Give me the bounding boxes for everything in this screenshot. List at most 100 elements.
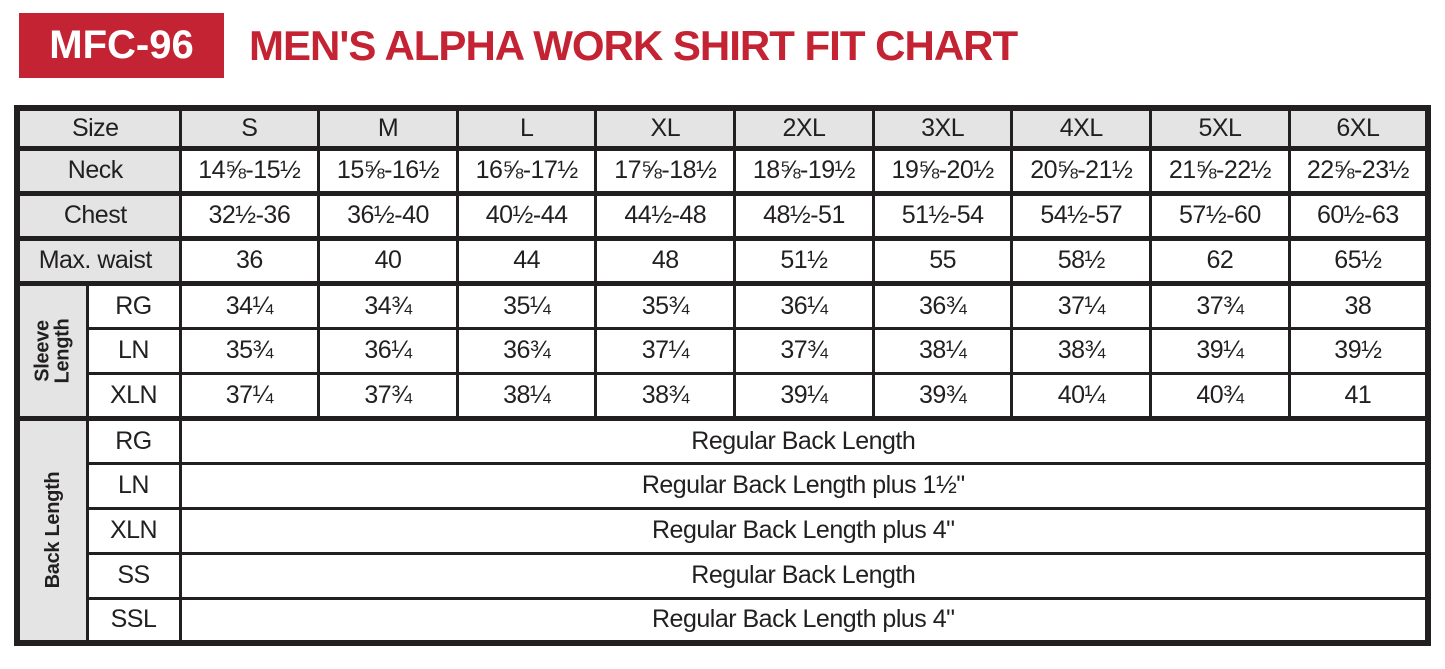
sleeve-ln-value: 35¾ <box>178 326 321 375</box>
sleeve-rg-value: 36¾ <box>871 280 1014 330</box>
back-xln-row: XLN Regular Back Length plus 4" <box>17 506 1430 555</box>
chest-row-label: Chest <box>15 190 182 240</box>
back-ln-row: LN Regular Back Length plus 1½" <box>17 461 1430 510</box>
sleeve-ln-value: 39¼ <box>1149 326 1291 375</box>
sleeve-xln-value: 37¼ <box>178 371 321 420</box>
neck-value: 19⅝-20½ <box>871 145 1014 195</box>
sleeve-ln-row: LN 35¾ 36¼ 36¾ 37¼ 37¾ 38¼ 38¾ 39¼ 39½ <box>17 326 1430 375</box>
chest-row: Chest 32½-36 36½-40 40½-44 44½-48 48½-51… <box>15 190 1430 240</box>
back-length-rotated-text: Back Length <box>41 471 64 589</box>
chest-value: 40½-44 <box>455 190 598 240</box>
sleeve-rg-value: 37¾ <box>1149 280 1291 330</box>
chest-value: 32½-36 <box>178 190 321 240</box>
max-waist-value: 58½ <box>1010 235 1153 285</box>
size-col-header: S <box>178 106 321 150</box>
chest-value: 51½-54 <box>871 190 1014 240</box>
sleeve-rg-value: 35¼ <box>455 280 598 330</box>
chest-value: 54½-57 <box>1010 190 1153 240</box>
neck-value: 18⅝-19½ <box>733 145 875 195</box>
size-col-header: L <box>455 106 598 150</box>
max-waist-row: Max. waist 36 40 44 48 51½ 55 58½ 62 65½ <box>15 235 1430 285</box>
chest-value: 44½-48 <box>594 190 737 240</box>
back-ssl-row: SSL Regular Back Length plus 4" <box>17 596 1430 645</box>
sleeve-xln-value: 39¼ <box>733 371 875 420</box>
size-col-header: 2XL <box>733 106 875 150</box>
max-waist-value: 65½ <box>1287 235 1430 285</box>
product-code-badge: MFC-96 <box>19 13 224 78</box>
sleeve-length-group-label: Sleeve Length <box>15 280 89 420</box>
chest-value: 48½-51 <box>733 190 875 240</box>
chest-value: 36½-40 <box>317 190 459 240</box>
sleeve-rg-value: 34¾ <box>317 280 459 330</box>
max-waist-row-label: Max. waist <box>15 235 182 285</box>
sleeve-ln-label: LN <box>85 326 182 375</box>
sleeve-xln-value: 40¾ <box>1149 371 1291 420</box>
max-waist-value: 48 <box>594 235 737 285</box>
back-ss-row: SS Regular Back Length <box>17 551 1430 600</box>
size-header-row: Size S M L XL 2XL 3XL 4XL 5XL 6XL <box>15 106 1430 150</box>
sleeve-xln-value: 40¼ <box>1010 371 1153 420</box>
sleeve-ln-value: 38¾ <box>1010 326 1153 375</box>
sleeve-rg-value: 36¼ <box>733 280 875 330</box>
neck-value: 15⅝-16½ <box>317 145 459 195</box>
sleeve-ln-value: 37¾ <box>733 326 875 375</box>
max-waist-value: 51½ <box>733 235 875 285</box>
neck-value: 22⅝-23½ <box>1287 145 1430 195</box>
neck-value: 21⅝-22½ <box>1149 145 1291 195</box>
sleeve-xln-value: 38¼ <box>455 371 598 420</box>
max-waist-value: 36 <box>178 235 321 285</box>
sleeve-ln-value: 36¾ <box>455 326 598 375</box>
sleeve-rg-value: 34¼ <box>178 280 321 330</box>
back-xln-label: XLN <box>85 506 182 555</box>
sleeve-rg-value: 38 <box>1287 280 1430 330</box>
max-waist-value: 55 <box>871 235 1014 285</box>
sleeve-rg-label: RG <box>85 280 182 330</box>
back-ln-label: LN <box>85 461 182 510</box>
max-waist-value: 44 <box>455 235 598 285</box>
back-ssl-label: SSL <box>85 596 182 645</box>
sleeve-rg-row: Sleeve Length RG 34¼ 34¾ 35¼ 35¾ 36¼ 36¾… <box>15 280 1430 420</box>
neck-value: 17⅝-18½ <box>594 145 737 195</box>
back-ln-value: Regular Back Length plus 1½" <box>178 461 1430 510</box>
sleeve-ln-value: 36¼ <box>317 326 459 375</box>
neck-row: Neck 14⅝-15½ 15⅝-16½ 16⅝-17½ 17⅝-18½ 18⅝… <box>15 145 1430 195</box>
sleeve-xln-label: XLN <box>85 371 182 420</box>
max-waist-value: 62 <box>1149 235 1291 285</box>
back-rg-row: Back Length RG Regular Back Length <box>15 415 1430 645</box>
neck-value: 14⅝-15½ <box>178 145 321 195</box>
sleeve-rg-value: 37¼ <box>1010 280 1153 330</box>
size-col-header: M <box>317 106 459 150</box>
sleeve-rg-value: 35¾ <box>594 280 737 330</box>
size-col-header: 6XL <box>1287 106 1430 150</box>
size-col-header: 5XL <box>1149 106 1291 150</box>
sleeve-xln-row: XLN 37¼ 37¾ 38¼ 38¾ 39¼ 39¾ 40¼ 40¾ 41 <box>17 371 1430 420</box>
chest-value: 60½-63 <box>1287 190 1430 240</box>
back-ss-value: Regular Back Length <box>178 551 1430 600</box>
back-rg-label: RG <box>85 415 182 465</box>
neck-value: 20⅝-21½ <box>1010 145 1153 195</box>
sleeve-ln-value: 37¼ <box>594 326 737 375</box>
chest-value: 57½-60 <box>1149 190 1291 240</box>
max-waist-value: 40 <box>317 235 459 285</box>
sleeve-xln-value: 37¾ <box>317 371 459 420</box>
back-ss-label: SS <box>85 551 182 600</box>
fit-chart-table: Size S M L XL 2XL 3XL 4XL 5XL 6XL Neck 1… <box>14 105 1431 646</box>
size-row-label: Size <box>15 106 182 150</box>
size-col-header: 3XL <box>871 106 1014 150</box>
back-ssl-value: Regular Back Length plus 4" <box>178 596 1430 645</box>
back-rg-value: Regular Back Length <box>178 415 1430 465</box>
page-title: MEN'S ALPHA WORK SHIRT FIT CHART <box>249 22 1018 69</box>
back-length-group-label: Back Length <box>15 415 89 645</box>
product-code-text: MFC-96 <box>49 23 194 67</box>
size-col-header: XL <box>594 106 737 150</box>
back-xln-value: Regular Back Length plus 4" <box>178 506 1430 555</box>
size-col-header: 4XL <box>1010 106 1153 150</box>
sleeve-length-rotated-text: Sleeve Length <box>31 318 74 383</box>
neck-value: 16⅝-17½ <box>455 145 598 195</box>
neck-row-label: Neck <box>15 145 182 195</box>
sleeve-xln-value: 39¾ <box>871 371 1014 420</box>
sleeve-ln-value: 38¼ <box>871 326 1014 375</box>
sleeve-ln-value: 39½ <box>1287 326 1430 375</box>
sleeve-xln-value: 38¾ <box>594 371 737 420</box>
